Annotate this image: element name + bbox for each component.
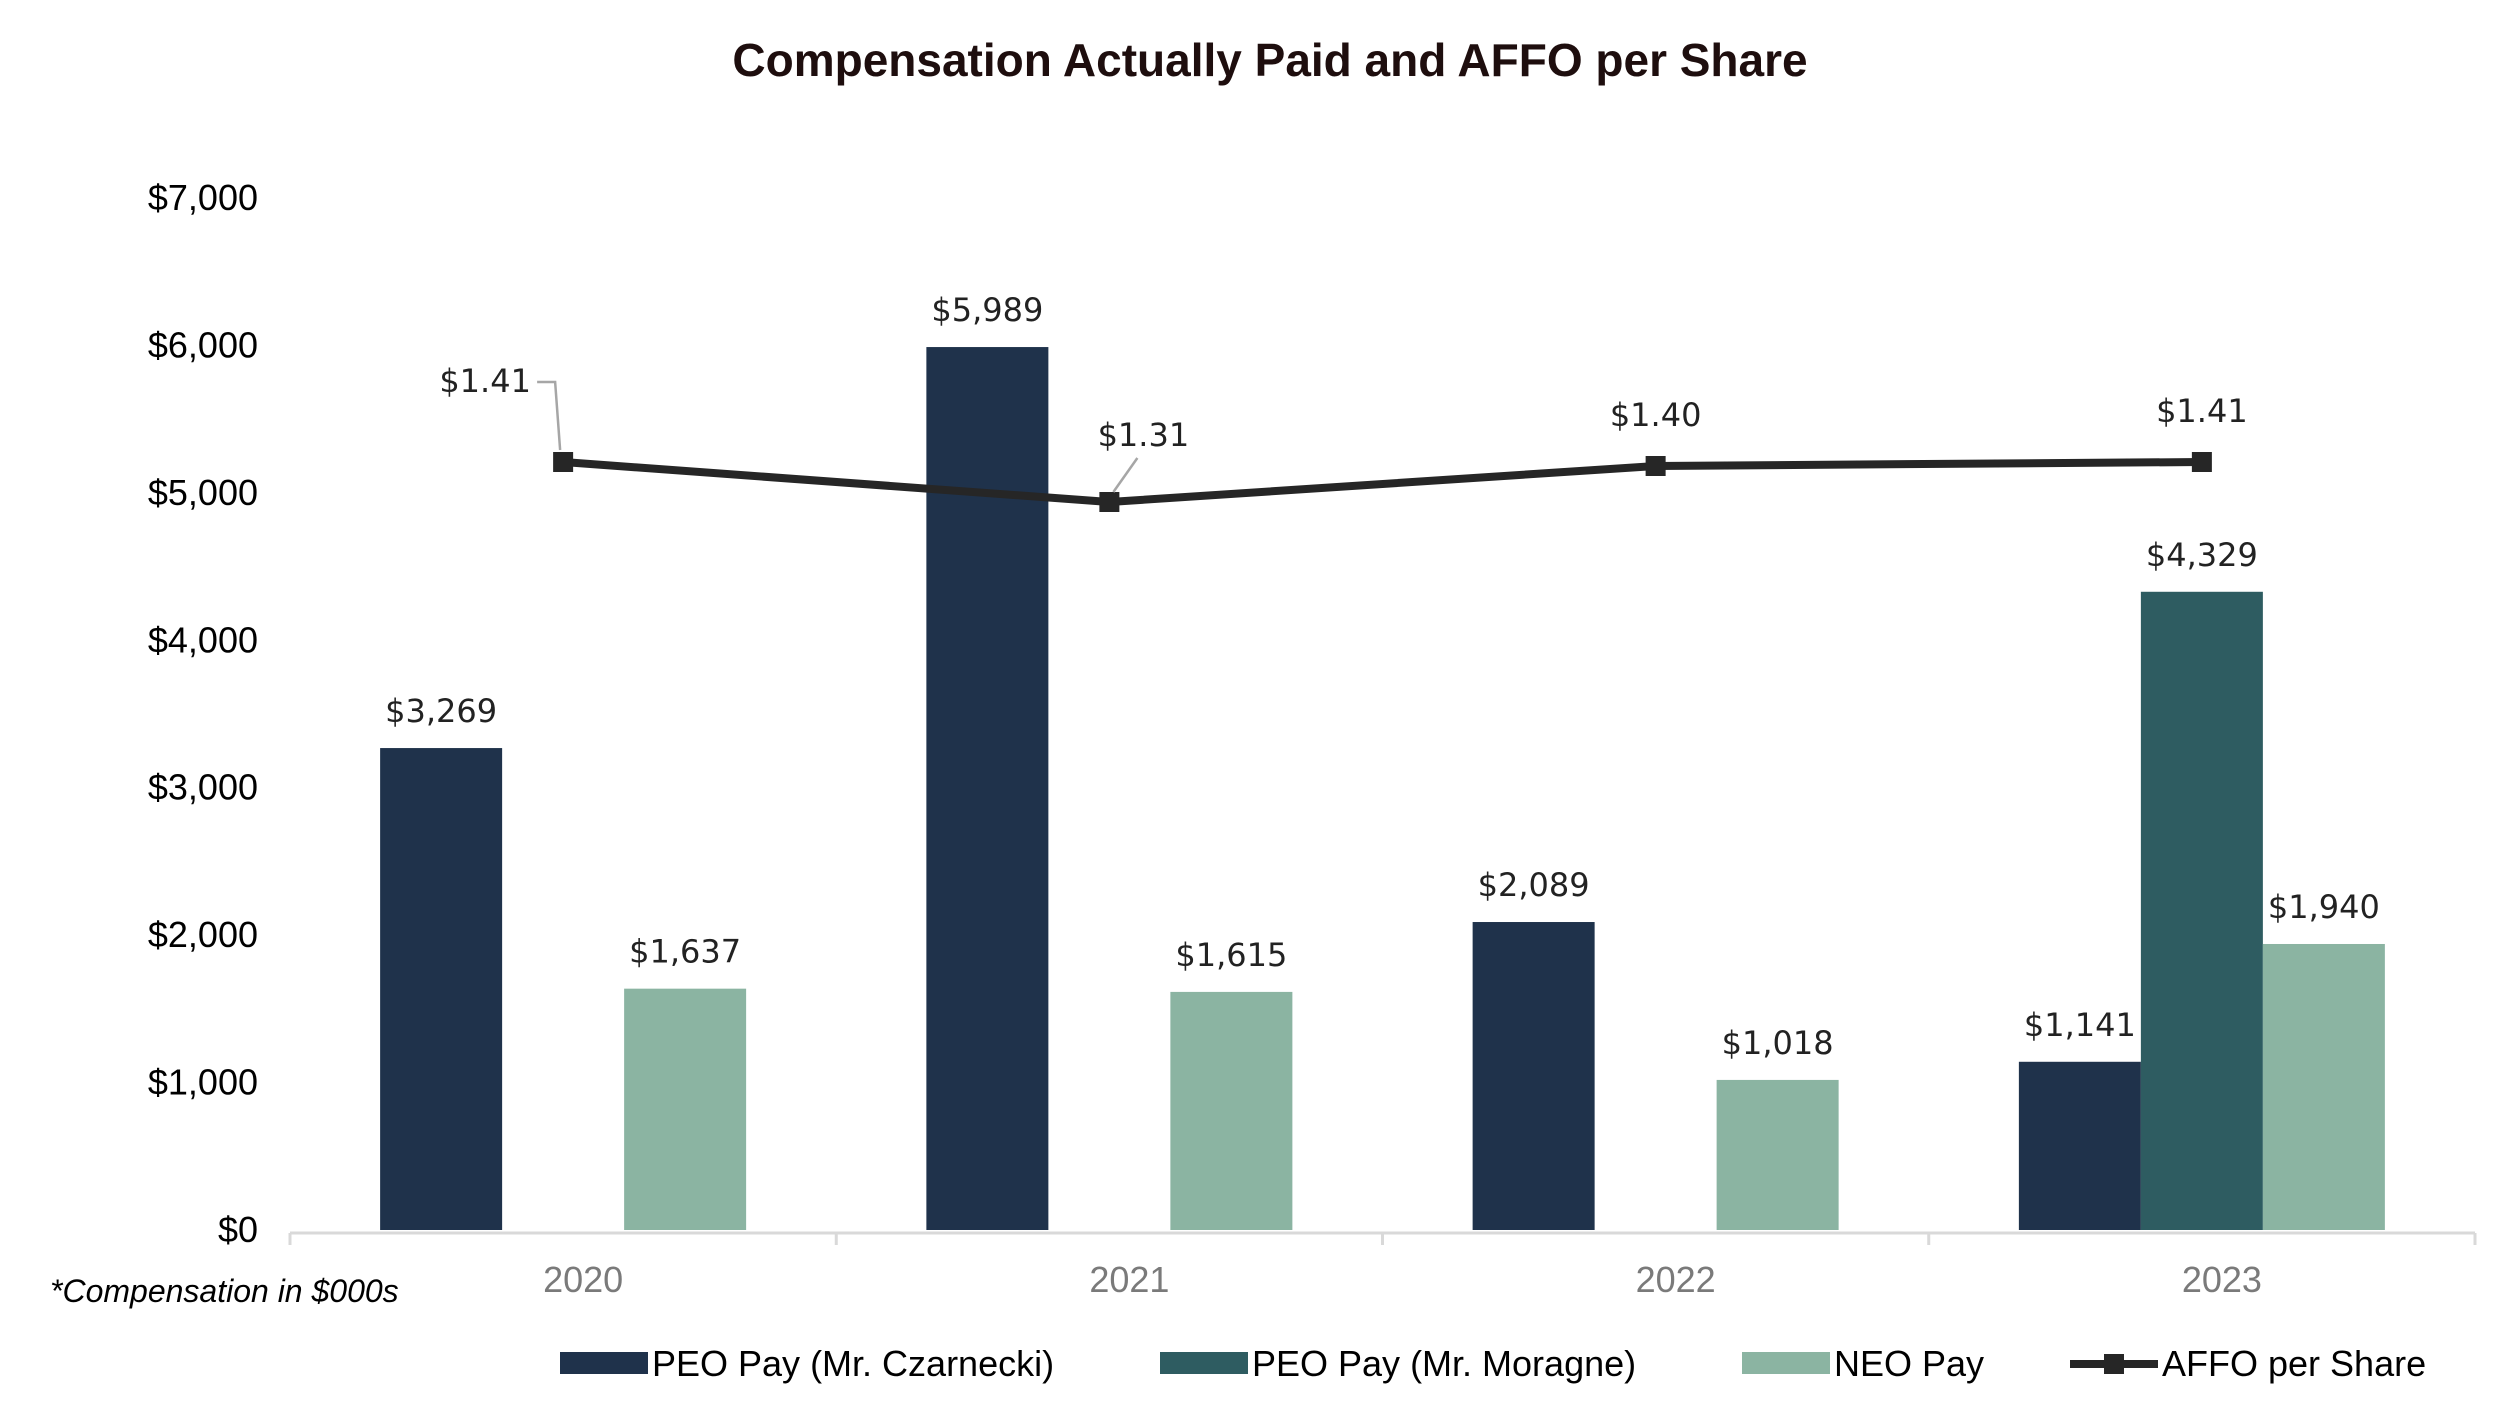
- bar-data-label: $1,940: [2268, 888, 2380, 926]
- y-tick-label: $3,000: [148, 767, 258, 808]
- x-axis: 2020 2021 2022 2023: [288, 1231, 2477, 1300]
- bar: [1472, 922, 1595, 1230]
- bars: [380, 347, 2385, 1230]
- legend: PEO Pay (Mr. Czarnecki) PEO Pay (Mr. Mora…: [560, 1343, 2426, 1384]
- bar-data-label: $4,329: [2146, 536, 2258, 574]
- chart-title: Compensation Actually Paid and AFFO per …: [732, 34, 1807, 86]
- bar: [380, 748, 503, 1230]
- bar-data-label: $1,615: [1175, 936, 1287, 974]
- y-tick-label: $1,000: [148, 1062, 258, 1103]
- y-tick-label: $4,000: [148, 619, 258, 660]
- bar: [2018, 1061, 2141, 1230]
- data-labels: $3,269 $1,637 $5,989 $1,615 $2,089 $1,018 $1,1…: [385, 291, 2380, 1062]
- legend-label: AFFO per Share: [2162, 1343, 2426, 1384]
- y-tick-label: $6,000: [148, 324, 258, 365]
- bar: [2140, 591, 2263, 1230]
- affo-line-series: [537, 380, 2212, 512]
- leader-line: [1112, 457, 1139, 493]
- bar: [1716, 1079, 1839, 1230]
- affo-marker: [553, 452, 574, 472]
- x-tick-label: 2023: [2182, 1259, 2262, 1300]
- affo-data-label: $1.31: [1098, 416, 1190, 454]
- bar: [926, 347, 1049, 1230]
- legend-label: PEO Pay (Mr. Czarnecki): [652, 1343, 1054, 1384]
- bar: [2262, 943, 2385, 1230]
- y-tick-label: $5,000: [148, 472, 258, 513]
- bar-data-label: $1,637: [629, 933, 741, 971]
- bar-data-label: $5,989: [931, 291, 1043, 329]
- footnote: *Compensation in $000s: [50, 1273, 399, 1309]
- legend-swatch: [1742, 1352, 1830, 1374]
- affo-data-label: $1.41: [2156, 392, 2248, 430]
- bar: [1170, 991, 1293, 1230]
- bar: [624, 988, 747, 1230]
- y-tick-label: $2,000: [148, 914, 258, 955]
- legend-swatch: [1160, 1352, 1248, 1374]
- x-tick-label: 2020: [543, 1259, 623, 1300]
- affo-data-label: $1.40: [1610, 396, 1702, 434]
- x-tick-label: 2021: [1089, 1259, 1169, 1300]
- affo-marker: [1099, 492, 1120, 512]
- legend-label: PEO Pay (Mr. Moragne): [1252, 1343, 1636, 1384]
- affo-data-label: $1.41: [439, 362, 531, 400]
- y-tick-label: $7,000: [148, 177, 258, 218]
- y-axis: $0 $1,000 $2,000 $3,000 $4,000 $5,000 $6,000 $7…: [148, 177, 258, 1250]
- bar-data-label: $1,018: [1722, 1024, 1834, 1062]
- leader-line: [537, 380, 562, 451]
- x-tick-label: 2022: [1636, 1259, 1716, 1300]
- bar-data-label: $3,269: [385, 692, 497, 730]
- y-tick-label: $0: [218, 1209, 258, 1250]
- affo-marker: [1645, 456, 1666, 476]
- legend-label: NEO Pay: [1834, 1343, 1984, 1384]
- legend-marker-swatch: [2104, 1354, 2124, 1374]
- bar-data-label: $1,141: [2024, 1006, 2136, 1044]
- affo-marker: [2191, 452, 2212, 472]
- affo-line: [562, 458, 2202, 506]
- bar-data-label: $2,089: [1478, 866, 1590, 904]
- legend-swatch: [560, 1352, 648, 1374]
